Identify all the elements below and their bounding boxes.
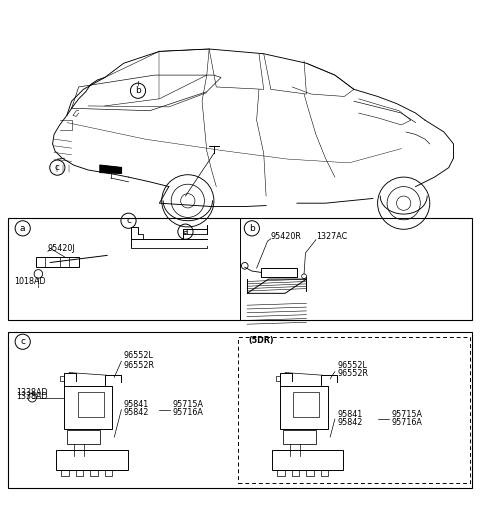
- Text: 1018AD: 1018AD: [14, 277, 46, 286]
- Bar: [77, 393, 104, 417]
- Text: 96552L: 96552L: [124, 351, 154, 360]
- Text: 95841: 95841: [337, 410, 362, 419]
- Bar: [321, 470, 328, 477]
- Text: 95715A: 95715A: [173, 400, 204, 409]
- Bar: [293, 393, 320, 417]
- Polygon shape: [100, 165, 121, 173]
- Text: 95716A: 95716A: [392, 418, 423, 427]
- Text: c: c: [126, 216, 131, 225]
- Bar: [9, 332, 471, 488]
- Bar: [76, 470, 83, 477]
- Text: a: a: [183, 227, 188, 236]
- Bar: [56, 450, 128, 470]
- Bar: [291, 470, 299, 477]
- Text: 95420R: 95420R: [271, 232, 302, 241]
- Text: 96552L: 96552L: [337, 361, 367, 370]
- Text: 95716A: 95716A: [173, 408, 204, 417]
- Text: 96552R: 96552R: [337, 370, 368, 379]
- Text: 1327AC: 1327AC: [316, 232, 347, 241]
- Bar: [90, 470, 98, 477]
- Bar: [61, 470, 69, 477]
- Bar: [283, 430, 316, 444]
- Text: c: c: [55, 163, 60, 172]
- Bar: [67, 430, 100, 444]
- Bar: [64, 386, 112, 428]
- Bar: [261, 268, 297, 277]
- Bar: [280, 386, 328, 428]
- Text: a: a: [20, 224, 25, 233]
- Text: 95715A: 95715A: [392, 410, 423, 419]
- Bar: [36, 257, 79, 267]
- Text: c: c: [20, 337, 25, 346]
- Text: 1338AD: 1338AD: [16, 388, 48, 397]
- Text: (5DR): (5DR): [249, 336, 274, 345]
- Bar: [306, 470, 314, 477]
- Bar: [272, 450, 343, 470]
- Text: b: b: [135, 86, 141, 95]
- Bar: [105, 470, 112, 477]
- Text: 95842: 95842: [124, 408, 149, 417]
- Text: 1338AD: 1338AD: [16, 392, 48, 401]
- Bar: [277, 470, 285, 477]
- Bar: [238, 337, 470, 483]
- Text: b: b: [249, 224, 255, 233]
- Text: 95842: 95842: [337, 418, 362, 427]
- Text: 95420J: 95420J: [48, 244, 75, 253]
- Bar: [9, 218, 471, 320]
- Text: 96552R: 96552R: [124, 361, 155, 370]
- Text: 95841: 95841: [124, 400, 149, 409]
